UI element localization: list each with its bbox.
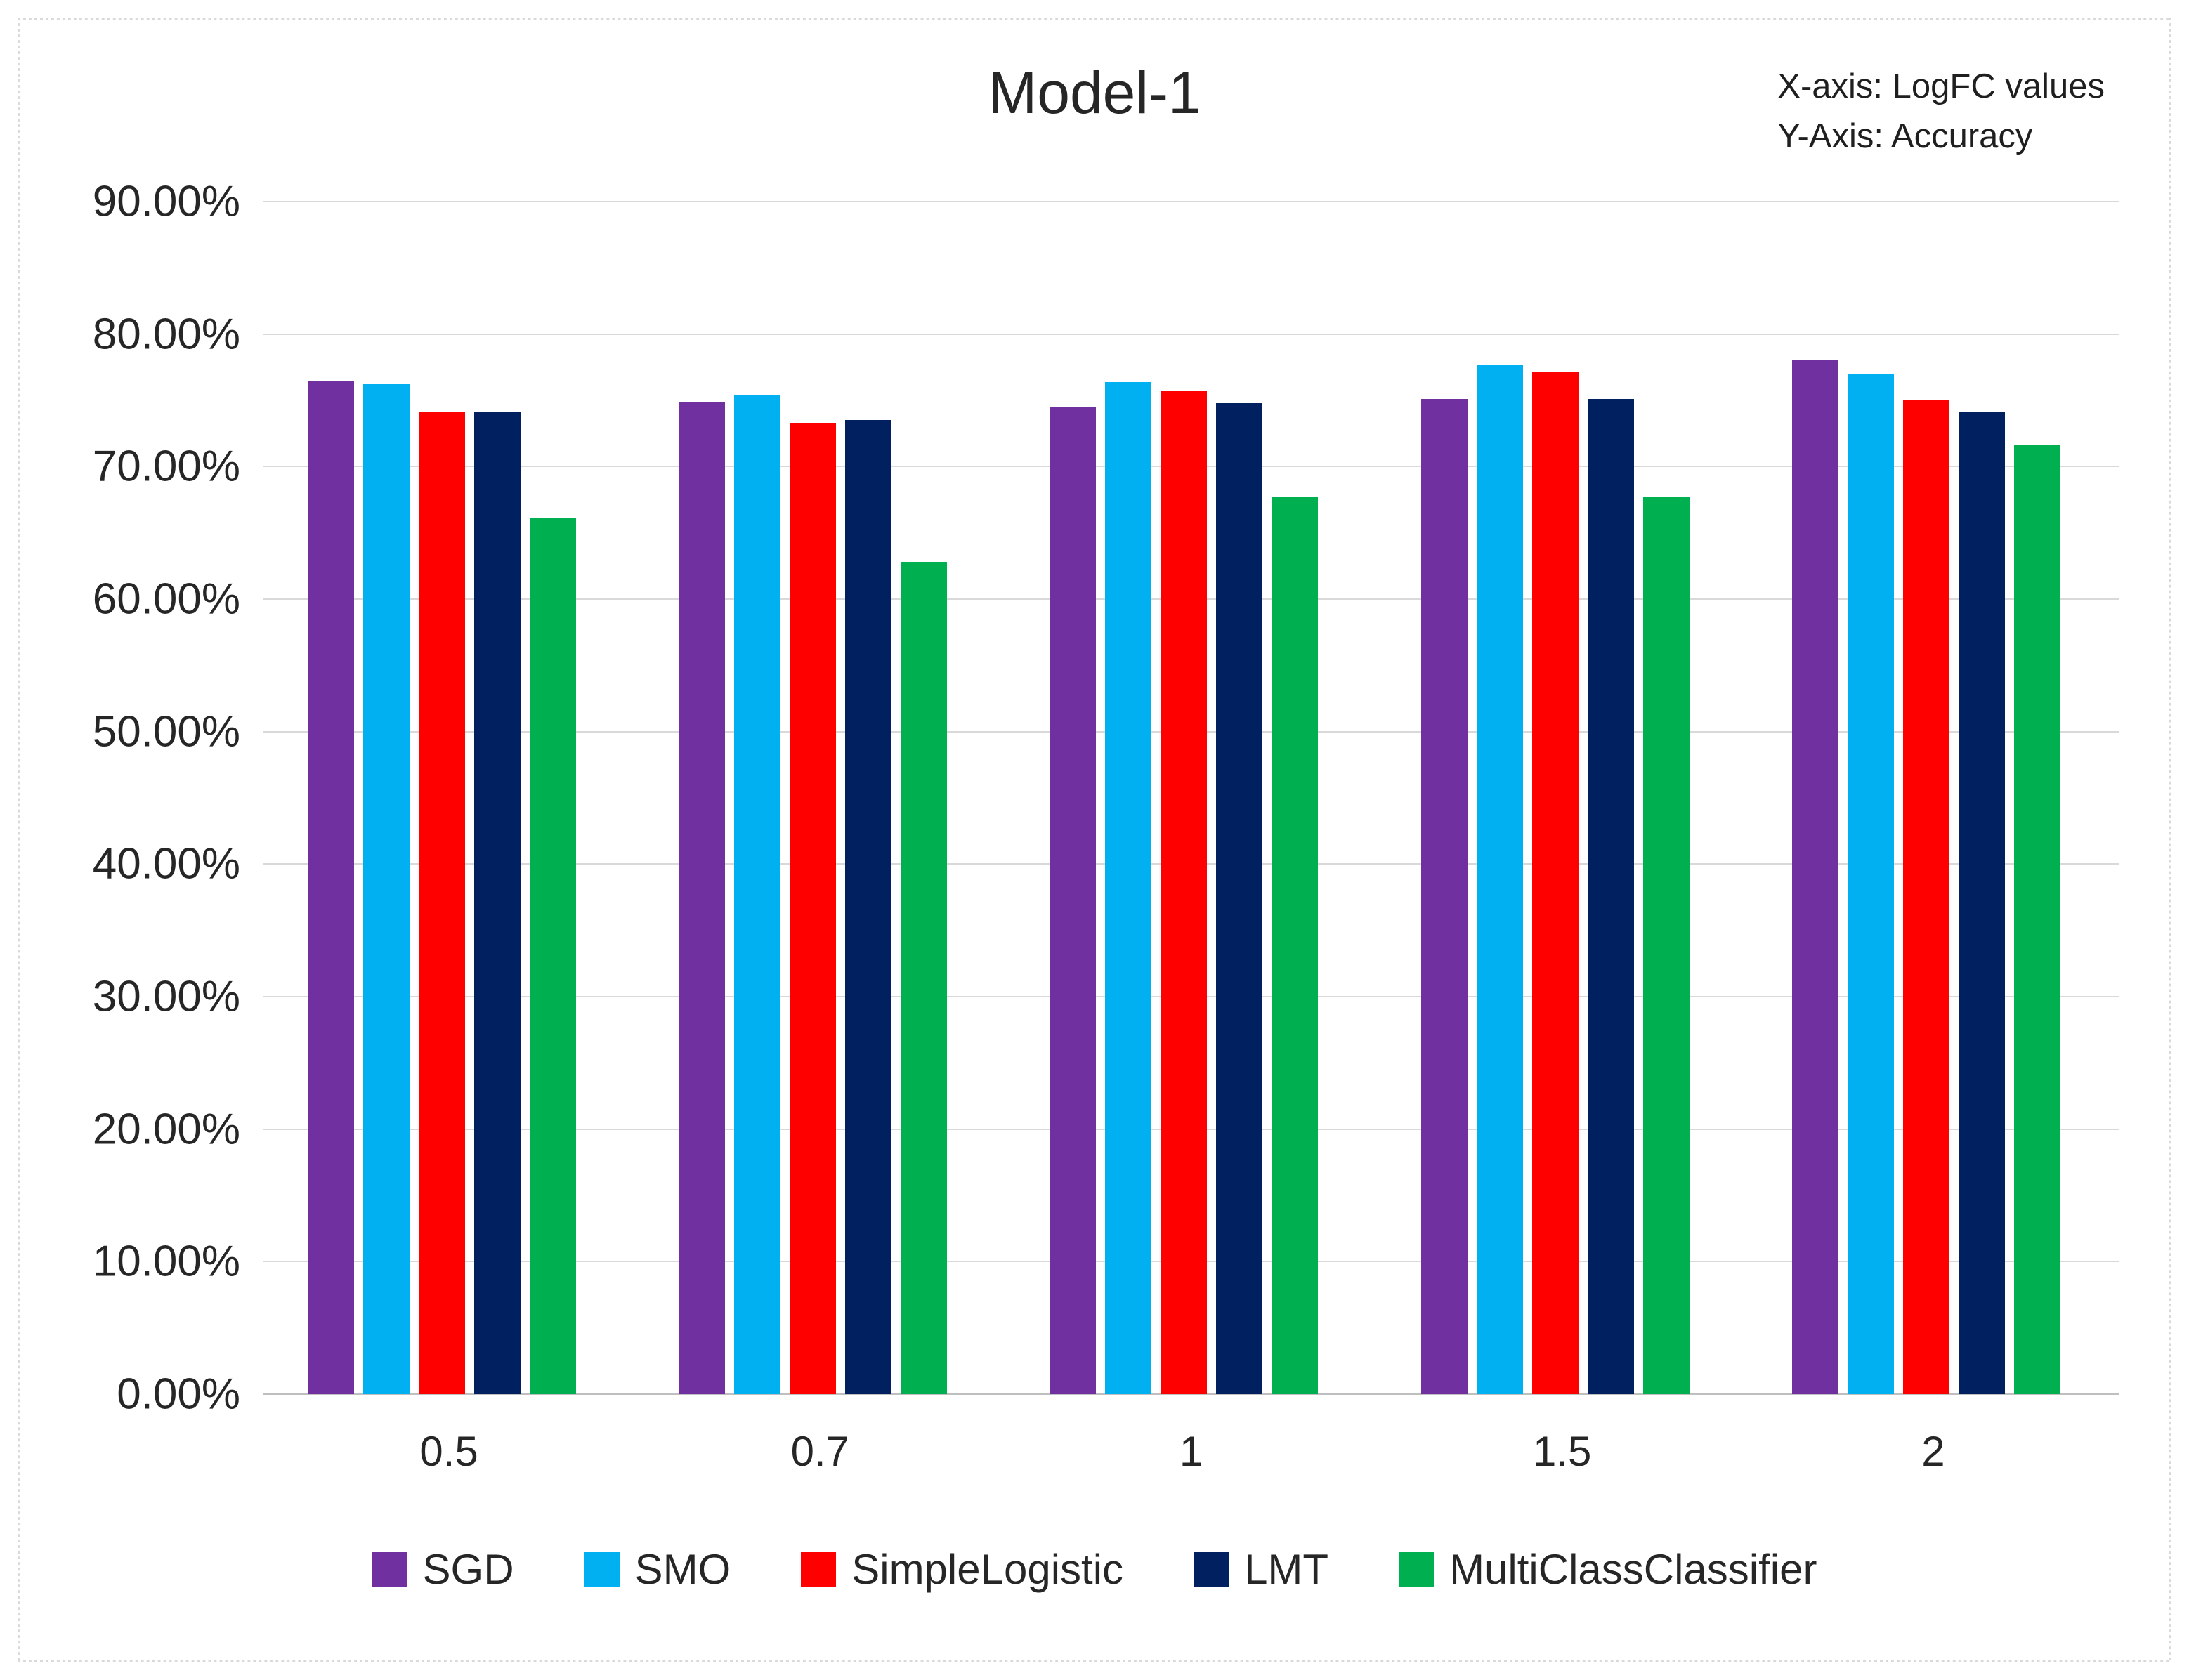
bar-smo-2 — [1848, 374, 1894, 1394]
bar-multiclassclassifier-1.5 — [1643, 497, 1690, 1394]
legend-item-simplelogistic: SimpleLogistic — [801, 1545, 1123, 1594]
y-tick-label-90.00%: 90.00% — [92, 177, 240, 226]
bar-smo-0.5 — [363, 384, 410, 1394]
y-axis-labels: 0.00% 10.00% 20.00% 30.00% 40.00% 50.00% 60.00… — [0, 178, 247, 1419]
x-tick-label-1.5: 1.5 — [1532, 1428, 1592, 1475]
legend-label-multiclassclassifier: MultiClassClassifier — [1449, 1546, 1817, 1593]
bar-multiclassclassifier-2 — [2014, 445, 2060, 1394]
bar-sgd-0.7 — [679, 401, 725, 1394]
bar-sgd-2 — [1792, 359, 1838, 1394]
legend-item-lmt: LMT — [1194, 1545, 1328, 1594]
legend-label-lmt: LMT — [1244, 1546, 1329, 1593]
bar-lmt-1.5 — [1588, 399, 1634, 1394]
axis-annotation-line-1: X-axis: LogFC values — [1777, 67, 2105, 105]
legend-swatch-sgd — [372, 1551, 407, 1587]
y-tick-label-80.00%: 80.00% — [92, 310, 240, 359]
legend-item-smo: SMO — [584, 1545, 731, 1594]
axis-annotation-line-2: Y-Axis: Accuracy — [1777, 117, 2033, 156]
legend-swatch-lmt — [1194, 1551, 1229, 1587]
bar-multiclassclassifier-0.5 — [530, 518, 576, 1394]
y-tick-label-60.00%: 60.00% — [92, 575, 240, 624]
bar-sgd-0.5 — [308, 380, 354, 1394]
x-axis-labels: 0.5 0.7 1 1.5 2 — [263, 1427, 2119, 1497]
legend-swatch-smo — [584, 1551, 620, 1587]
legend-swatch-simplelogistic — [801, 1551, 837, 1587]
x-tick-label-2: 2 — [1921, 1428, 1945, 1475]
plot-area — [263, 201, 2119, 1395]
bar-simplelogistic-0.7 — [790, 423, 836, 1394]
legend-swatch-multiclassclassifier — [1399, 1551, 1435, 1587]
y-tick-label-10.00%: 10.00% — [92, 1237, 240, 1286]
chart-title: Model-1 — [988, 60, 1201, 126]
legend-label-smo: SMO — [634, 1546, 731, 1593]
bar-lmt-1 — [1216, 402, 1262, 1394]
legend-label-sgd: SGD — [422, 1546, 514, 1593]
bar-multiclassclassifier-1 — [1272, 497, 1318, 1394]
y-tick-label-0.00%: 0.00% — [117, 1370, 240, 1419]
bar-multiclassclassifier-0.7 — [901, 562, 947, 1394]
bar-lmt-0.7 — [845, 420, 891, 1394]
legend-label-simplelogistic: SimpleLogistic — [851, 1546, 1124, 1593]
y-tick-label-20.00%: 20.00% — [92, 1105, 240, 1154]
bar-smo-1 — [1105, 381, 1151, 1394]
bar-lmt-0.5 — [474, 412, 521, 1394]
bar-smo-0.7 — [734, 395, 780, 1394]
x-tick-label-0.5: 0.5 — [419, 1428, 478, 1475]
y-tick-label-70.00%: 70.00% — [92, 442, 240, 491]
legend-item-multiclassclassifier: MultiClassClassifier — [1399, 1545, 1817, 1594]
bar-sgd-1 — [1050, 407, 1096, 1394]
legend: SGD SMO SimpleLogistic LMT MultiClassClassif… — [0, 1545, 2189, 1594]
axis-annotation: X-axis: LogFC values Y-Axis: Accuracy — [1777, 62, 2105, 162]
y-tick-label-30.00%: 30.00% — [92, 972, 240, 1021]
bar-smo-1.5 — [1477, 365, 1523, 1394]
gridline-80 — [263, 333, 2119, 335]
x-tick-label-1: 1 — [1179, 1428, 1203, 1475]
legend-item-sgd: SGD — [372, 1545, 514, 1594]
bar-sgd-1.5 — [1421, 399, 1468, 1394]
bar-simplelogistic-2 — [1903, 400, 1949, 1394]
gridline-90 — [263, 201, 2119, 202]
y-tick-label-40.00%: 40.00% — [92, 839, 240, 888]
bar-simplelogistic-0.5 — [419, 412, 465, 1394]
y-tick-label-50.00%: 50.00% — [92, 707, 240, 756]
bar-simplelogistic-1 — [1161, 391, 1207, 1394]
bar-simplelogistic-1.5 — [1532, 371, 1579, 1394]
x-tick-label-0.7: 0.7 — [790, 1428, 850, 1475]
bar-lmt-2 — [1959, 412, 2005, 1394]
